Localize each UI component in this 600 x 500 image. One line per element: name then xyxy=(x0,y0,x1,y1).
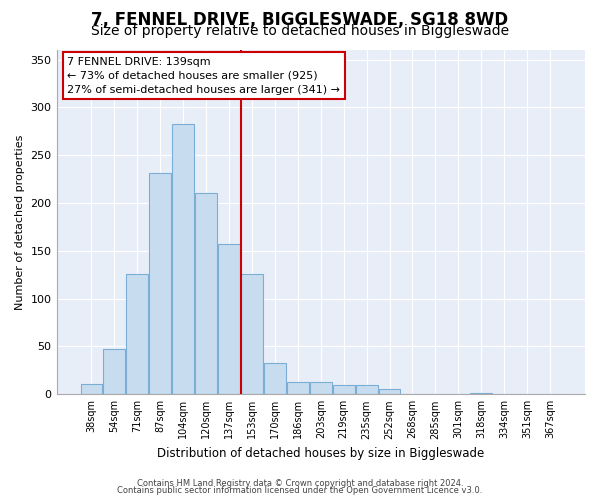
Bar xyxy=(80,384,103,394)
Bar xyxy=(195,192,217,394)
Text: Size of property relative to detached houses in Biggleswade: Size of property relative to detached ho… xyxy=(91,24,509,38)
Bar xyxy=(356,384,377,394)
Bar xyxy=(287,382,309,394)
Bar xyxy=(149,174,171,394)
Text: Contains HM Land Registry data © Crown copyright and database right 2024.: Contains HM Land Registry data © Crown c… xyxy=(137,478,463,488)
Bar xyxy=(241,274,263,394)
Bar xyxy=(310,382,332,394)
Bar xyxy=(172,124,194,394)
Text: 7 FENNEL DRIVE: 139sqm
← 73% of detached houses are smaller (925)
27% of semi-de: 7 FENNEL DRIVE: 139sqm ← 73% of detached… xyxy=(67,57,340,95)
Text: 7, FENNEL DRIVE, BIGGLESWADE, SG18 8WD: 7, FENNEL DRIVE, BIGGLESWADE, SG18 8WD xyxy=(91,11,509,29)
Bar xyxy=(218,244,240,394)
Text: Contains public sector information licensed under the Open Government Licence v3: Contains public sector information licen… xyxy=(118,486,482,495)
Bar xyxy=(333,384,355,394)
Y-axis label: Number of detached properties: Number of detached properties xyxy=(15,134,25,310)
Bar xyxy=(127,274,148,394)
X-axis label: Distribution of detached houses by size in Biggleswade: Distribution of detached houses by size … xyxy=(157,447,484,460)
Bar xyxy=(379,388,400,394)
Bar xyxy=(103,350,125,395)
Bar xyxy=(264,362,286,394)
